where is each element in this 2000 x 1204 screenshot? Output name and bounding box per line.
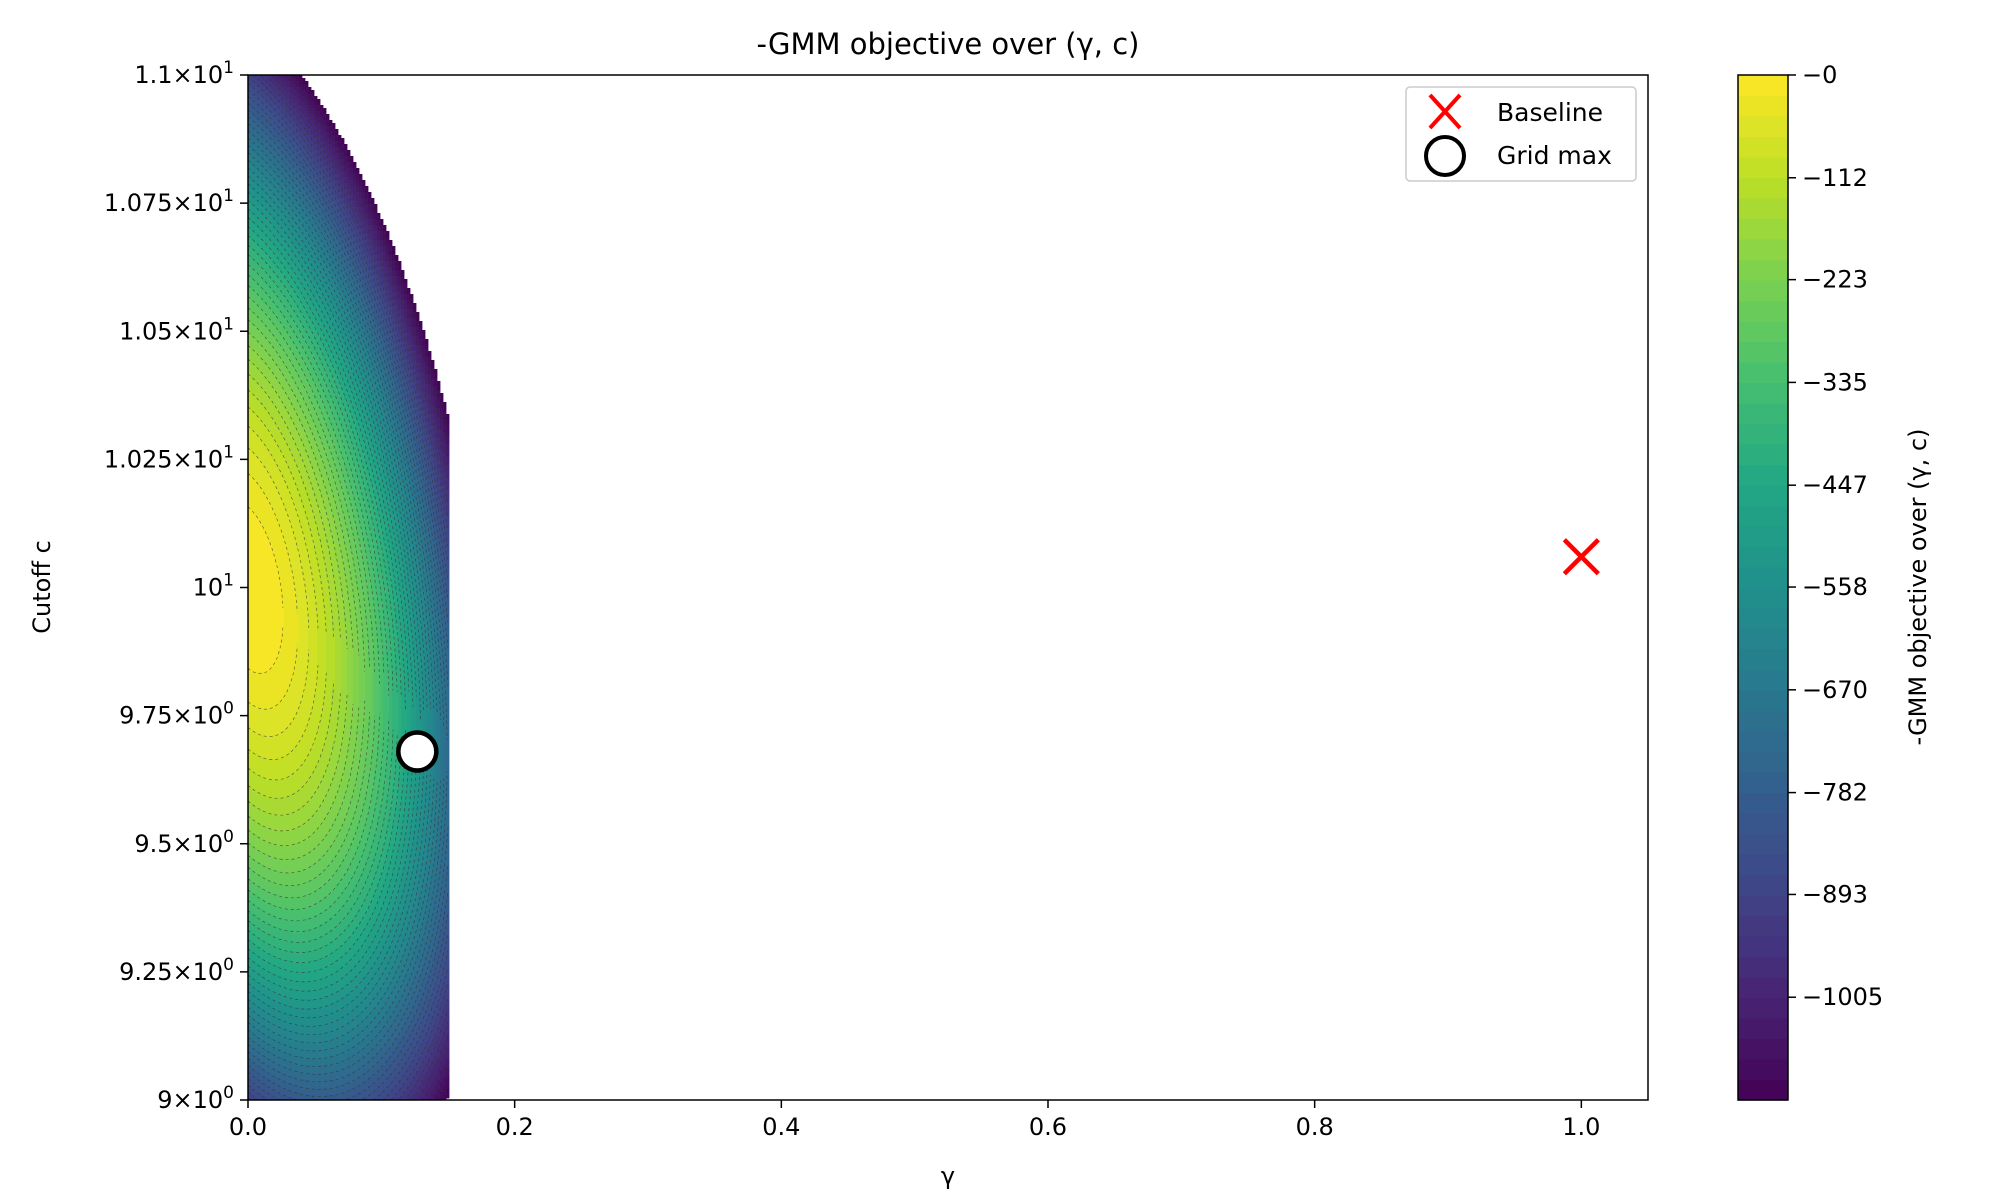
x-tick-label: 1.0 — [1562, 1113, 1600, 1141]
x-tick-label: 0.4 — [762, 1113, 800, 1141]
y-tick-label: 1.025×101 — [104, 442, 234, 473]
colorbar-tick-label: −1005 — [1802, 983, 1883, 1011]
colorbar-tick-label: −0 — [1802, 61, 1837, 89]
colorbar-ticks: −0 −112 −223 −335 −447 −558 −670 −782 −893 −1005 — [1788, 61, 1883, 1011]
colorbar-bands — [1738, 75, 1788, 1101]
contour-surface — [248, 75, 449, 1101]
plot-frame — [248, 75, 1648, 1100]
colorbar-tick-label: −335 — [1802, 368, 1868, 396]
colorbar-label: -GMM objective over (γ, c) — [1904, 429, 1932, 746]
y-tick-label: 9.25×100 — [119, 955, 234, 986]
legend-grid-max-icon — [1426, 137, 1464, 175]
colorbar-tick-label: −558 — [1802, 573, 1868, 601]
legend-grid-max-label: Grid max — [1497, 141, 1612, 170]
colorbar-tick-label: −223 — [1802, 266, 1868, 294]
x-tick-label: 0.0 — [229, 1113, 267, 1141]
colorbar-tick-label: −893 — [1802, 880, 1868, 908]
y-tick-label: 1.075×101 — [104, 186, 234, 217]
x-tick-label: 0.8 — [1296, 1113, 1334, 1141]
colorbar-tick-label: −782 — [1802, 779, 1868, 807]
colorbar-tick-label: −670 — [1802, 676, 1868, 704]
y-tick-label: 9×100 — [157, 1083, 234, 1114]
x-tick-label: 0.2 — [496, 1113, 534, 1141]
y-tick-label: 9.75×100 — [119, 699, 234, 730]
y-tick-label: 1.05×101 — [119, 314, 234, 345]
baseline-marker — [1564, 540, 1598, 574]
y-tick-label: 1.1×101 — [134, 58, 234, 89]
legend-baseline-label: Baseline — [1497, 98, 1603, 127]
colorbar-tick-label: −112 — [1802, 164, 1868, 192]
x-axis-ticks: 0.0 0.2 0.4 0.6 0.8 1.0 — [229, 1100, 1601, 1141]
y-axis-ticks: 9×100 9.25×100 9.5×100 9.75×100 101 1.025×101… — [104, 58, 248, 1114]
chart-title: -GMM objective over (γ, c) — [757, 27, 1140, 61]
y-axis-label: Cutoff c — [28, 540, 56, 633]
legend: Baseline Grid max — [1406, 87, 1636, 181]
chart-markers — [398, 540, 1598, 771]
y-tick-label: 101 — [193, 571, 234, 602]
x-tick-label: 0.6 — [1029, 1113, 1067, 1141]
grid-max-marker — [398, 733, 436, 771]
x-axis-label: γ — [941, 1162, 955, 1190]
y-tick-label: 9.5×100 — [134, 827, 234, 858]
colorbar-tick-label: −447 — [1802, 471, 1868, 499]
